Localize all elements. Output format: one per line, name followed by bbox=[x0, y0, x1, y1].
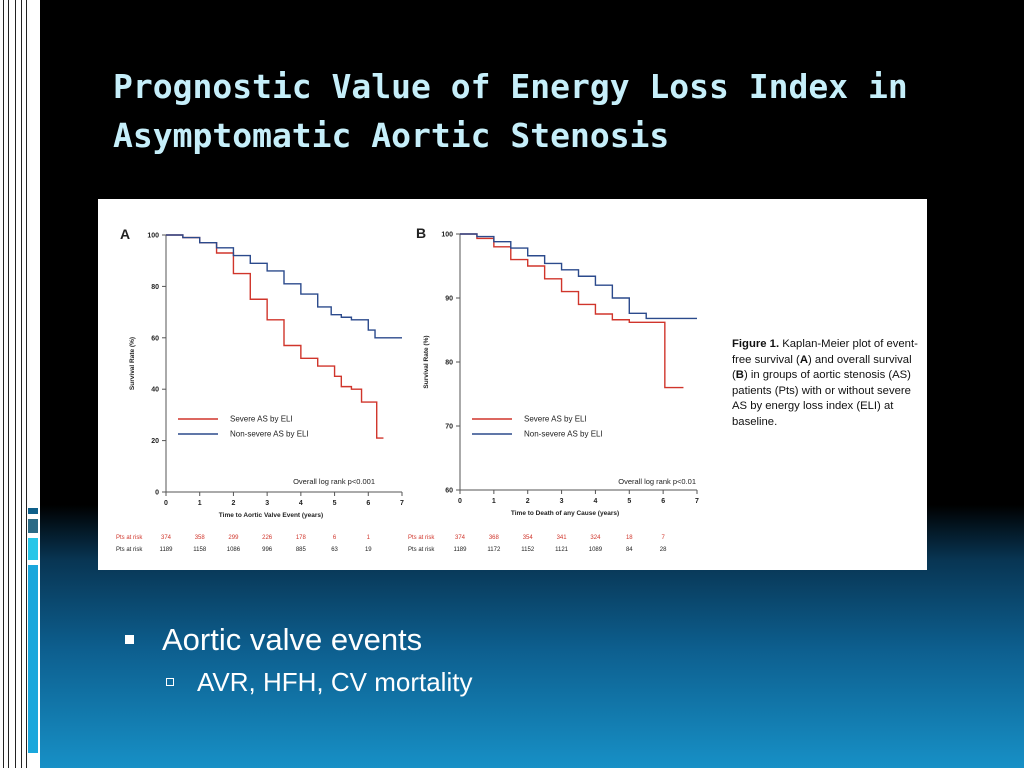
survival-curve-severe bbox=[460, 233, 684, 389]
at-risk-value: 1152 bbox=[521, 547, 535, 553]
at-risk-value: 358 bbox=[195, 535, 206, 541]
log-rank-annotation: Overall log rank p<0.001 bbox=[293, 477, 375, 486]
x-tick-label: 6 bbox=[661, 498, 665, 505]
y-tick-label: 100 bbox=[147, 233, 159, 240]
at-risk-value: 63 bbox=[331, 547, 338, 553]
at-risk-value: 374 bbox=[161, 535, 172, 541]
caption-ref-a: A bbox=[799, 353, 808, 366]
legend-label: Severe AS by ELI bbox=[230, 415, 293, 424]
at-risk-value: 354 bbox=[523, 535, 534, 541]
survival-curve-non-severe bbox=[166, 234, 402, 339]
x-tick-label: 3 bbox=[265, 500, 269, 507]
at-risk-value: 19 bbox=[365, 547, 372, 553]
at-risk-label: Pts at risk bbox=[408, 547, 435, 553]
at-risk-value: 374 bbox=[455, 535, 466, 541]
at-risk-value: 28 bbox=[660, 547, 667, 553]
x-tick-label: 2 bbox=[231, 500, 235, 507]
at-risk-value: 324 bbox=[590, 535, 601, 541]
x-axis-label: Time to Death of any Cause (years) bbox=[511, 510, 619, 517]
x-tick-label: 7 bbox=[695, 498, 699, 505]
y-axis-label: Survival Rate (%) bbox=[423, 335, 430, 388]
y-tick-label: 60 bbox=[445, 488, 453, 495]
y-tick-label: 100 bbox=[441, 232, 453, 239]
at-risk-value: 6 bbox=[333, 535, 337, 541]
y-tick-label: 90 bbox=[445, 296, 453, 303]
x-tick-label: 0 bbox=[164, 500, 168, 507]
at-risk-value: 84 bbox=[626, 547, 633, 553]
at-risk-value: 885 bbox=[296, 547, 307, 553]
figure-caption: Figure 1. Kaplan-Meier plot of event-fre… bbox=[732, 337, 920, 431]
log-rank-annotation: Overall log rank p<0.01 bbox=[618, 477, 696, 486]
survival-curve-severe bbox=[166, 234, 384, 439]
at-risk-value: 299 bbox=[228, 535, 239, 541]
at-risk-value: 1172 bbox=[487, 547, 501, 553]
legend-label: Non-severe AS by ELI bbox=[524, 430, 603, 439]
left-decorative-strip bbox=[0, 0, 40, 768]
slide-title: Prognostic Value of Energy Loss Index in… bbox=[113, 67, 908, 155]
at-risk-value: 7 bbox=[661, 535, 665, 541]
y-tick-label: 70 bbox=[445, 424, 453, 431]
x-tick-label: 4 bbox=[593, 498, 597, 505]
survival-curve-non-severe bbox=[460, 233, 697, 320]
panel-label: A bbox=[120, 226, 130, 242]
at-risk-value: 1189 bbox=[454, 547, 468, 553]
at-risk-value: 1189 bbox=[160, 547, 174, 553]
legend-label: Severe AS by ELI bbox=[524, 415, 587, 424]
x-tick-label: 0 bbox=[458, 498, 462, 505]
at-risk-label: Pts at risk bbox=[116, 535, 143, 541]
at-risk-label: Pts at risk bbox=[116, 547, 143, 553]
caption-text-2: ) and overall survival ( bbox=[732, 353, 912, 382]
x-tick-label: 3 bbox=[560, 498, 564, 505]
legend-label: Non-severe AS by ELI bbox=[230, 430, 309, 439]
y-axis-label: Survival Rate (%) bbox=[129, 337, 136, 390]
caption-ref-b: B bbox=[735, 369, 744, 382]
sub-bullet-text: AVR, HFH, CV mortality bbox=[197, 667, 473, 697]
y-tick-label: 80 bbox=[151, 284, 159, 291]
at-risk-label: Pts at risk bbox=[408, 535, 435, 541]
x-tick-label: 1 bbox=[198, 500, 202, 507]
x-tick-label: 6 bbox=[366, 500, 370, 507]
x-axis-label: Time to Aortic Valve Event (years) bbox=[219, 512, 323, 519]
at-risk-value: 1 bbox=[367, 535, 371, 541]
bullet-item: Aortic valve events bbox=[125, 618, 472, 662]
caption-label: Figure 1. bbox=[732, 338, 780, 350]
at-risk-value: 996 bbox=[262, 547, 273, 553]
bullet-list: Aortic valve events AVR, HFH, CV mortali… bbox=[125, 618, 472, 702]
at-risk-value: 226 bbox=[262, 535, 273, 541]
y-tick-label: 40 bbox=[151, 387, 159, 394]
x-tick-label: 1 bbox=[492, 498, 496, 505]
x-tick-label: 2 bbox=[526, 498, 530, 505]
caption-text-3: ) in groups of aortic stenosis (AS) pati… bbox=[732, 369, 911, 428]
at-risk-value: 1121 bbox=[555, 547, 569, 553]
caption-text-1: Kaplan-Meier plot of event-free survival… bbox=[732, 338, 918, 366]
x-tick-label: 7 bbox=[400, 500, 404, 507]
x-tick-label: 5 bbox=[333, 500, 337, 507]
y-tick-label: 80 bbox=[445, 360, 453, 367]
x-tick-label: 5 bbox=[627, 498, 631, 505]
y-tick-label: 0 bbox=[155, 490, 159, 497]
panel-label: B bbox=[416, 225, 426, 241]
bullet-text: Aortic valve events bbox=[162, 622, 423, 657]
x-tick-label: 4 bbox=[299, 500, 303, 507]
at-risk-value: 1158 bbox=[193, 547, 207, 553]
at-risk-value: 178 bbox=[296, 535, 307, 541]
y-tick-label: 20 bbox=[151, 438, 159, 445]
at-risk-value: 18 bbox=[626, 535, 633, 541]
sub-bullet-item: AVR, HFH, CV mortality bbox=[125, 662, 472, 702]
square-bullet-icon bbox=[125, 635, 134, 644]
at-risk-value: 1086 bbox=[227, 547, 241, 553]
kaplan-meier-figure: A 0 20 40 60 80 100 0 1 2 3 4 5 6 7 Time to Aortic Valv… bbox=[98, 199, 927, 570]
chart-panel-b: B 60 70 80 90 100 0 1 2 3 4 5 6 7 Time to Death of any… bbox=[408, 225, 699, 553]
at-risk-value: 1089 bbox=[589, 547, 603, 553]
hollow-square-bullet-icon bbox=[166, 678, 174, 686]
y-tick-label: 60 bbox=[151, 335, 159, 342]
chart-panel-a: A 0 20 40 60 80 100 0 1 2 3 4 5 6 7 Time to Aortic Valv… bbox=[116, 226, 404, 553]
at-risk-value: 341 bbox=[557, 535, 568, 541]
at-risk-value: 368 bbox=[489, 535, 500, 541]
